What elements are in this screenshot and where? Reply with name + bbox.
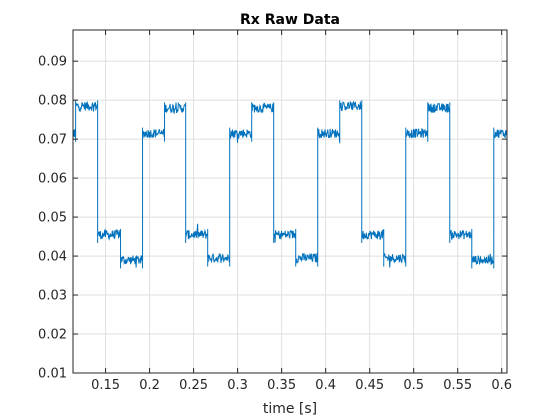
y-tick-label: 0.03 [38, 289, 67, 304]
x-tick-label: 0.55 [443, 378, 472, 393]
x-tick-label: 0.45 [355, 378, 384, 393]
tick-labels: 0.15 0.2 0.25 0.3 0.35 0.4 0.45 0.5 0.55 0.6 0.01 0… [38, 55, 512, 393]
y-tick-label: 0.09 [38, 55, 67, 70]
x-tick-label: 0.4 [315, 378, 336, 393]
chart-title: Rx Raw Data [240, 12, 340, 28]
x-tick-label: 0.15 [91, 378, 120, 393]
series-line [72, 100, 508, 269]
y-tick-label: 0.08 [38, 94, 67, 109]
y-tick-label: 0.01 [38, 367, 67, 382]
x-tick-label: 0.6 [491, 378, 512, 393]
y-tick-label: 0.07 [38, 133, 67, 148]
series-layer [72, 100, 508, 269]
x-tick-label: 0.35 [267, 378, 296, 393]
x-tick-label: 0.5 [403, 378, 424, 393]
y-tick-label: 0.05 [38, 211, 67, 226]
y-tick-label: 0.04 [38, 250, 67, 265]
x-tick-label: 0.25 [179, 378, 208, 393]
y-tick-label: 0.02 [38, 328, 67, 343]
axes-box [72, 29, 508, 374]
x-tick-label: 0.3 [227, 378, 248, 393]
y-tick-label: 0.06 [38, 172, 67, 187]
x-tick-label: 0.2 [139, 378, 160, 393]
axis-ticks [73, 30, 507, 374]
plot-area [73, 30, 507, 373]
x-axis-label: time [s] [263, 401, 317, 417]
